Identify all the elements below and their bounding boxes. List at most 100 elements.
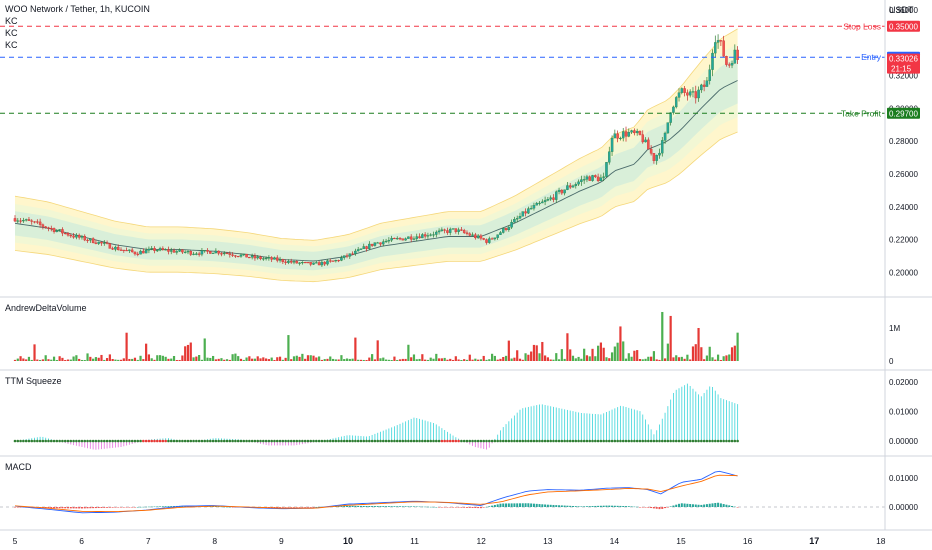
delta-bar [337, 359, 340, 361]
delta-bar [128, 358, 131, 361]
ttm-squeeze-pane[interactable] [13, 383, 739, 450]
kc-band-inner [15, 57, 738, 271]
macd-hist-bar [217, 506, 220, 508]
ttm-squeeze-dot [203, 439, 207, 443]
macd-hist-bar [170, 506, 173, 507]
x-tick-label: 13 [543, 536, 553, 546]
ttm-squeeze-dot [672, 439, 675, 443]
macd-hist-bar [733, 506, 736, 508]
ttm-tick-label: 0.01000 [889, 408, 918, 417]
candle-body [52, 228, 56, 232]
candle-body [231, 254, 234, 256]
macd-hist-bar [465, 507, 468, 508]
ttm-squeeze-dot [571, 439, 575, 443]
macd-hist-bar [622, 505, 625, 507]
ttm-squeeze-dot [446, 439, 449, 443]
delta-bar [669, 315, 672, 361]
ttm-squeeze-dot [359, 439, 363, 443]
macd-hist-bar [731, 505, 734, 507]
macd-hist-bar [415, 506, 418, 507]
delta-bar [133, 357, 137, 361]
ttm-squeeze-dot [320, 439, 324, 443]
ttm-squeeze-dot [663, 439, 667, 443]
candle-body [36, 221, 39, 223]
ttm-squeeze-dot [432, 439, 435, 443]
delta-bar [705, 355, 709, 361]
delta-bar [309, 355, 312, 361]
candle-body [105, 242, 109, 244]
level-price-text: 0.29700 [889, 109, 918, 118]
macd-hist-bar [435, 506, 438, 508]
candle-body [245, 253, 248, 258]
delta-bar [683, 358, 686, 361]
delta-bar [52, 356, 56, 361]
candle-body [86, 239, 89, 241]
candle-body [217, 250, 220, 254]
ttm-squeeze-dot [398, 439, 402, 443]
delta-bar [22, 358, 25, 361]
delta-bar [552, 359, 555, 361]
macd-hist-bar [725, 504, 728, 507]
ttm-squeeze-dot [471, 439, 474, 443]
level-price-text: 0.35000 [889, 22, 918, 31]
candle-body [465, 232, 469, 234]
delta-bar [192, 357, 195, 361]
ttm-squeeze-dot [552, 439, 555, 443]
delta-bar [256, 356, 259, 361]
ttm-squeeze-dot [387, 439, 391, 443]
candle-body [220, 253, 223, 255]
macd-hist-bar [214, 506, 217, 507]
delta-bar [329, 356, 332, 361]
macd-hist-bar [281, 507, 284, 508]
macd-hist-bar [159, 506, 162, 507]
delta-bar [220, 358, 223, 361]
ttm-squeeze-dot [100, 439, 103, 443]
macd-hist-bar [530, 503, 533, 507]
delta-bar [390, 359, 393, 361]
ttm-squeeze-dot [619, 439, 622, 443]
indicator-kc-1[interactable]: KC [5, 16, 18, 26]
macd-pane[interactable] [0, 470, 885, 514]
candle-body [103, 242, 106, 244]
macd-hist-bar [686, 503, 689, 507]
ttm-squeeze-dot [301, 439, 304, 443]
candle-body [24, 219, 28, 221]
delta-bar [544, 355, 547, 361]
ttm-squeeze-dot [641, 439, 645, 443]
ttm-squeeze-dot [228, 439, 232, 443]
indicator-kc-3[interactable]: KC [5, 40, 18, 50]
ttm-squeeze-dot [649, 439, 653, 443]
macd-hist-bar [630, 506, 633, 507]
candle-body [694, 91, 698, 99]
candle-body [348, 253, 352, 257]
ttm-squeeze-dot [58, 439, 61, 443]
candle-body [454, 228, 458, 232]
delta-bar [435, 353, 438, 361]
delta-bar [633, 350, 636, 361]
delta-bar [415, 359, 418, 361]
delta-volume-pane[interactable] [13, 311, 739, 361]
ttm-squeeze-dot [130, 439, 134, 443]
ttm-squeeze-dot [666, 439, 670, 443]
macd-hist-bar [357, 505, 360, 507]
candle-body [128, 249, 131, 251]
price-pane[interactable]: Stop Loss Entry Take Profit [0, 21, 885, 283]
indicator-kc-2[interactable]: KC [5, 28, 18, 38]
delta-bar [214, 359, 217, 361]
candle-body [236, 255, 240, 258]
macd-hist-bar [147, 506, 150, 508]
macd-hist-bar [647, 507, 650, 508]
delta-bar [502, 356, 505, 361]
delta-bar [175, 359, 178, 361]
ttm-squeeze-dot [356, 439, 360, 443]
candle-body [716, 40, 720, 43]
candle-body [329, 260, 332, 262]
candle-body [488, 238, 491, 243]
delta-bar [594, 356, 597, 361]
delta-bar [161, 355, 164, 361]
macd-hist-bar [736, 507, 739, 508]
ttm-squeeze-dot [384, 439, 388, 443]
currency-label: USDT [889, 5, 914, 15]
ttm-squeeze-dot [426, 439, 430, 443]
